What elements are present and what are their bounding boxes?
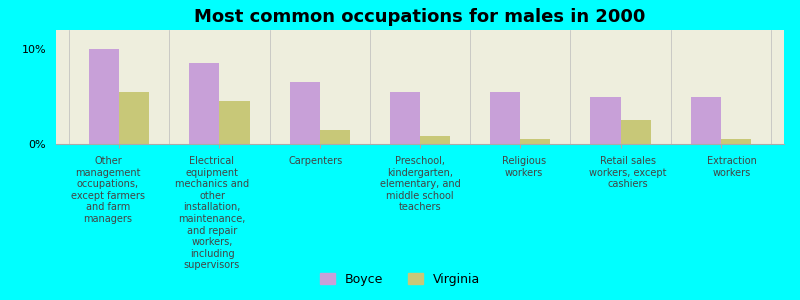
Text: Retail sales
workers, except
cashiers: Retail sales workers, except cashiers [590,156,666,189]
Text: Religious
workers: Religious workers [502,156,546,178]
Text: Carpenters: Carpenters [289,156,343,166]
Bar [420,136,450,144]
Bar [721,139,751,144]
Bar [390,92,420,144]
Title: Most common occupations for males in 2000: Most common occupations for males in 200… [194,8,646,26]
Bar [520,139,550,144]
Bar [490,92,520,144]
Bar [190,63,219,144]
Text: Electrical
equipment
mechanics and
other
installation,
maintenance,
and repair
w: Electrical equipment mechanics and other… [175,156,249,270]
Text: Extraction
workers: Extraction workers [707,156,757,178]
Bar [89,49,119,144]
Bar [690,97,721,144]
Legend: Boyce, Virginia: Boyce, Virginia [314,268,486,291]
Bar [219,101,250,144]
Text: Other
management
occupations,
except farmers
and farm
managers: Other management occupations, except far… [71,156,145,224]
Bar [621,120,650,144]
Bar [590,97,621,144]
Text: Preschool,
kindergarten,
elementary, and
middle school
teachers: Preschool, kindergarten, elementary, and… [380,156,460,212]
Bar [290,82,320,144]
Bar [320,130,350,144]
Bar [119,92,150,144]
